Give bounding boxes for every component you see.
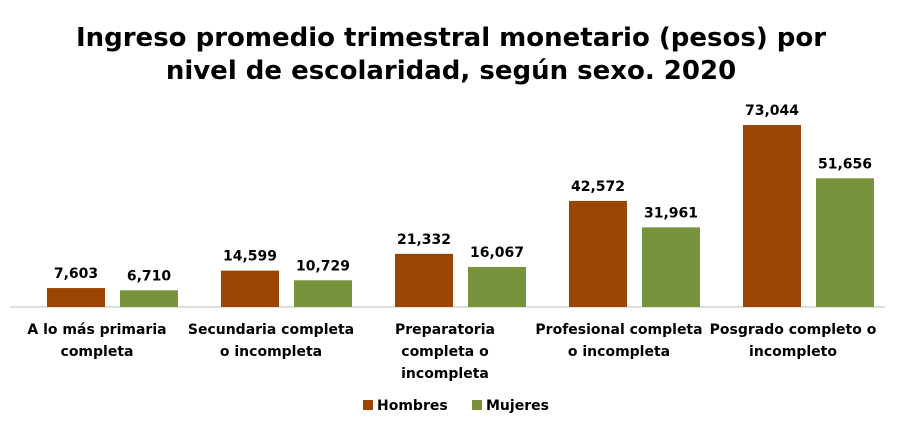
bar	[642, 227, 700, 307]
value-label: 42,572	[571, 179, 625, 195]
value-label: 6,710	[127, 268, 172, 284]
x-tick-label: Preparatoria completa o incompleta	[395, 322, 495, 382]
bar	[221, 270, 279, 307]
bar	[120, 290, 178, 307]
legend-label: Hombres	[377, 398, 448, 414]
bar	[468, 266, 526, 307]
value-label: 31,961	[644, 205, 698, 221]
value-label: 10,729	[296, 258, 350, 274]
chart-title: Ingreso promedio trimestral monetario (p…	[76, 23, 826, 86]
bar	[294, 280, 352, 307]
bar	[743, 125, 801, 307]
value-label: 51,656	[818, 156, 872, 172]
bar	[395, 253, 453, 307]
value-label: 7,603	[54, 266, 98, 282]
legend-label: Mujeres	[486, 398, 549, 414]
bar	[569, 200, 627, 307]
x-tick-label: Posgrado completo o incompleto	[710, 322, 877, 360]
legend-swatch	[363, 400, 373, 410]
x-tick-label: Profesional completa o incompleta	[535, 322, 702, 360]
value-label: 16,067	[470, 245, 524, 261]
value-label: 73,044	[745, 103, 799, 119]
bar	[47, 288, 105, 307]
bar	[816, 178, 874, 307]
x-tick-label: Secundaria completa o incompleta	[188, 322, 354, 360]
legend-swatch	[472, 400, 482, 410]
x-tick-label: A lo más primaria completa	[27, 322, 166, 360]
value-label: 14,599	[223, 249, 277, 265]
value-label: 21,332	[397, 232, 451, 248]
